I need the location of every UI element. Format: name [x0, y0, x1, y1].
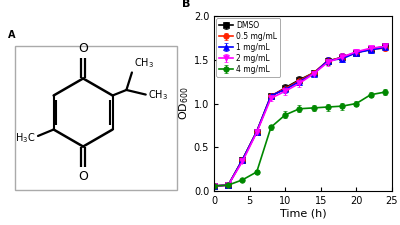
- Text: O: O: [78, 170, 88, 183]
- Text: CH$_3$: CH$_3$: [134, 56, 154, 70]
- Text: A: A: [8, 30, 15, 40]
- X-axis label: Time (h): Time (h): [280, 209, 326, 219]
- Text: H$_3$C: H$_3$C: [16, 131, 36, 145]
- Legend: DMSO, 0.5 mg/mL, 1 mg/mL, 2 mg/mL, 4 mg/mL: DMSO, 0.5 mg/mL, 1 mg/mL, 2 mg/mL, 4 mg/…: [216, 18, 280, 77]
- FancyBboxPatch shape: [15, 46, 177, 190]
- Text: O: O: [78, 42, 88, 55]
- Text: CH$_3$: CH$_3$: [148, 89, 168, 102]
- Y-axis label: OD$_{600}$: OD$_{600}$: [177, 87, 191, 120]
- Text: B: B: [182, 0, 190, 9]
